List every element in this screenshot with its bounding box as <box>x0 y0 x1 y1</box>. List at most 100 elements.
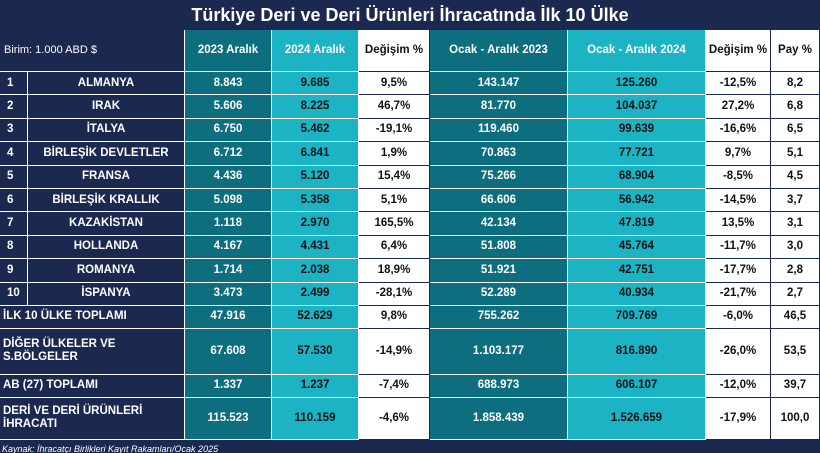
summary-value-2023-aralik: 67.608 <box>185 328 272 375</box>
row-country: KAZAKİSTAN <box>28 212 185 236</box>
summary-value-ocak-aralik-2023: 1.858.439 <box>430 397 568 440</box>
header-degisim-yearly: Değişim % <box>706 30 771 72</box>
value-2024-aralik: 5.462 <box>272 118 359 143</box>
value-ocak-aralik-2024: 99.639 <box>568 118 706 143</box>
value-ocak-aralik-2024: 47.819 <box>568 212 706 236</box>
summary-change-yearly: -26,0% <box>706 328 771 375</box>
summary-value-2024-aralik: 57.530 <box>272 328 359 375</box>
summary-label: DERİ VE DERİ ÜRÜNLERİ İHRACATI <box>0 397 185 440</box>
summary-value-ocak-aralik-2024: 606.107 <box>568 374 706 398</box>
value-2023-aralik: 6.750 <box>185 118 272 143</box>
row-country: İSPANYA <box>28 282 185 306</box>
change-monthly: 6,4% <box>359 235 430 260</box>
row-country: HOLLANDA <box>28 235 185 260</box>
value-2024-aralik: 2.038 <box>272 259 359 283</box>
value-ocak-aralik-2024: 104.037 <box>568 95 706 119</box>
summary-change-monthly: -7,4% <box>359 374 430 398</box>
row-country: İTALYA <box>28 118 185 143</box>
row-rank: 9 <box>0 259 28 283</box>
value-2024-aralik: 4.431 <box>272 235 359 260</box>
row-country: ROMANYA <box>28 259 185 283</box>
value-2024-aralik: 2.970 <box>272 212 359 236</box>
change-yearly: 9,7% <box>706 142 771 166</box>
change-yearly: -21,7% <box>706 282 771 306</box>
value-ocak-aralik-2023: 66.606 <box>430 188 568 213</box>
header-ocak-aralik-2023: Ocak - Aralık 2023 <box>430 30 568 72</box>
unit-label: Birim: 1.000 ABD $ <box>0 30 185 72</box>
share: 2,8 <box>771 259 820 283</box>
summary-change-yearly: -6,0% <box>706 305 771 329</box>
summary-value-2023-aralik: 115.523 <box>185 397 272 440</box>
value-ocak-aralik-2023: 51.921 <box>430 259 568 283</box>
change-yearly: -8,5% <box>706 165 771 189</box>
row-rank: 3 <box>0 118 28 143</box>
summary-label: AB (27) TOPLAMI <box>0 374 185 398</box>
value-ocak-aralik-2023: 51.808 <box>430 235 568 260</box>
summary-change-monthly: -14,9% <box>359 328 430 375</box>
value-2023-aralik: 1.118 <box>185 212 272 236</box>
change-monthly: 1,9% <box>359 142 430 166</box>
summary-share: 53,5 <box>771 328 820 375</box>
value-ocak-aralik-2024: 45.764 <box>568 235 706 260</box>
value-2023-aralik: 6.712 <box>185 142 272 166</box>
value-ocak-aralik-2023: 70.863 <box>430 142 568 166</box>
summary-value-ocak-aralik-2024: 816.890 <box>568 328 706 375</box>
change-yearly: -12,5% <box>706 72 771 96</box>
row-country: FRANSA <box>28 165 185 189</box>
summary-value-ocak-aralik-2023: 1.103.177 <box>430 328 568 375</box>
share: 4,5 <box>771 165 820 189</box>
row-country: IRAK <box>28 95 185 119</box>
summary-value-ocak-aralik-2023: 755.262 <box>430 305 568 329</box>
summary-change-yearly: -17,9% <box>706 397 771 440</box>
header-pay: Pay % <box>771 30 820 72</box>
row-rank: 2 <box>0 95 28 119</box>
row-country: BİRLEŞİK DEVLETLER <box>28 142 185 166</box>
change-monthly: -19,1% <box>359 118 430 143</box>
summary-share: 100,0 <box>771 397 820 440</box>
row-rank: 1 <box>0 72 28 96</box>
value-2024-aralik: 5.358 <box>272 188 359 213</box>
value-2024-aralik: 6.841 <box>272 142 359 166</box>
value-2023-aralik: 8.843 <box>185 72 272 96</box>
change-monthly: 9,5% <box>359 72 430 96</box>
summary-value-2024-aralik: 110.159 <box>272 397 359 440</box>
source-note: Kaynak: İhracatçı Birlikleri Kayıt Rakam… <box>2 444 219 453</box>
value-ocak-aralik-2023: 81.770 <box>430 95 568 119</box>
value-ocak-aralik-2023: 143.147 <box>430 72 568 96</box>
change-yearly: 27,2% <box>706 95 771 119</box>
value-2023-aralik: 1.714 <box>185 259 272 283</box>
summary-value-ocak-aralik-2023: 688.973 <box>430 374 568 398</box>
summary-label: İLK 10 ÜLKE TOPLAMI <box>0 305 185 329</box>
change-monthly: 165,5% <box>359 212 430 236</box>
value-ocak-aralik-2024: 125.260 <box>568 72 706 96</box>
summary-change-monthly: 9,8% <box>359 305 430 329</box>
value-ocak-aralik-2024: 68.904 <box>568 165 706 189</box>
summary-change-monthly: -4,6% <box>359 397 430 440</box>
value-2024-aralik: 9.685 <box>272 72 359 96</box>
value-ocak-aralik-2024: 56.942 <box>568 188 706 213</box>
change-monthly: 46,7% <box>359 95 430 119</box>
page-title: Türkiye Deri ve Deri Ürünleri İhracatınd… <box>0 0 820 30</box>
value-ocak-aralik-2023: 75.266 <box>430 165 568 189</box>
change-yearly: -14,5% <box>706 188 771 213</box>
change-yearly: 13,5% <box>706 212 771 236</box>
summary-value-ocak-aralik-2024: 709.769 <box>568 305 706 329</box>
value-2024-aralik: 2.499 <box>272 282 359 306</box>
value-ocak-aralik-2024: 40.934 <box>568 282 706 306</box>
row-rank: 4 <box>0 142 28 166</box>
share: 6,5 <box>771 118 820 143</box>
value-ocak-aralik-2024: 77.721 <box>568 142 706 166</box>
header-ocak-aralik-2024: Ocak - Aralık 2024 <box>568 30 706 72</box>
summary-value-2023-aralik: 47.916 <box>185 305 272 329</box>
change-monthly: 5,1% <box>359 188 430 213</box>
row-rank: 10 <box>0 282 28 306</box>
summary-value-2024-aralik: 52.629 <box>272 305 359 329</box>
summary-share: 46,5 <box>771 305 820 329</box>
change-yearly: -16,6% <box>706 118 771 143</box>
value-2023-aralik: 4.436 <box>185 165 272 189</box>
share: 2,7 <box>771 282 820 306</box>
value-ocak-aralik-2024: 42.751 <box>568 259 706 283</box>
share: 3,1 <box>771 212 820 236</box>
row-rank: 6 <box>0 188 28 213</box>
summary-value-ocak-aralik-2024: 1.526.659 <box>568 397 706 440</box>
